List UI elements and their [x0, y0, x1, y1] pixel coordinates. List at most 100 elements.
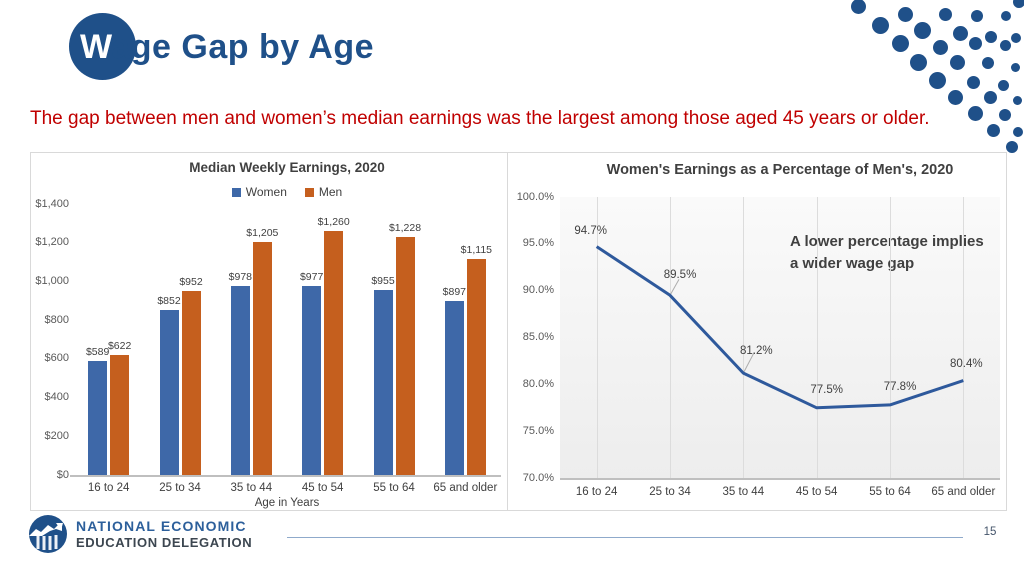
line-series — [595, 245, 964, 410]
y-tick-label: 70.0% — [522, 471, 554, 484]
y-tick-label: 80.0% — [522, 377, 554, 390]
data-point-label: 80.4% — [950, 357, 983, 370]
x-tick-label: 25 to 34 — [649, 486, 691, 498]
line-chart-panel: Women's Earnings as a Percentage of Men'… — [508, 153, 1006, 510]
y-tick-label: 85.0% — [522, 331, 554, 343]
bar-value-label: $589 — [85, 345, 110, 358]
decorative-dot — [949, 54, 965, 70]
decorative-dot — [938, 7, 952, 21]
gridline — [816, 197, 818, 478]
data-point-label: 94.7% — [574, 224, 607, 237]
data-point-label: 77.5% — [810, 383, 843, 396]
organization-logo — [29, 515, 67, 553]
decorative-dot — [952, 25, 968, 41]
bar-value-label: $952 — [179, 275, 203, 288]
decorative-dot — [850, 0, 866, 14]
decorative-dot — [913, 21, 931, 39]
legend-label: Women — [245, 185, 287, 199]
title-accent-circle — [69, 13, 136, 80]
bar-value-label: $977 — [299, 270, 324, 283]
label-leader-line — [669, 279, 680, 296]
charts-container: Median Weekly Earnings, 2020 Women Men Ag… — [30, 152, 1007, 511]
x-tick-label: 65 and older — [931, 486, 996, 498]
x-tick-label: 16 to 24 — [575, 486, 618, 498]
bar-women — [444, 301, 464, 475]
legend-item: Women — [231, 185, 287, 199]
x-tick-label: 45 to 54 — [795, 486, 838, 498]
bar-men — [324, 231, 344, 475]
y-tick-label: $0 — [56, 468, 69, 481]
organization-name-line1: NATIONAL ECONOMIC — [76, 518, 247, 534]
bar-men — [181, 290, 201, 475]
decorative-dot — [986, 123, 1000, 137]
legend-swatch — [231, 187, 241, 197]
organization-name: NATIONAL ECONOMIC EDUCATION DELEGATION — [76, 518, 252, 550]
bar-chart-x-axis-title: Age in Years — [254, 497, 320, 509]
page-title: Wage Gap by Age — [80, 28, 374, 67]
bar-women — [230, 285, 250, 475]
gridline — [890, 197, 891, 478]
line-chart-title: Women's Earnings as a Percentage of Men'… — [606, 162, 954, 178]
decorative-dot — [968, 36, 982, 50]
line-chart-plot-area — [560, 197, 1000, 478]
data-point-label: 81.2% — [740, 345, 773, 358]
legend-swatch — [304, 187, 314, 197]
data-point-label: 77.8% — [883, 380, 917, 393]
bar-value-label: $897 — [442, 286, 466, 299]
decorative-dot — [947, 89, 963, 105]
footer-divider-line — [287, 537, 963, 538]
decorative-dot — [897, 6, 913, 22]
decorative-dot — [999, 109, 1011, 121]
decorative-dot — [1006, 141, 1018, 153]
x-tick-label: 55 to 64 — [373, 482, 415, 494]
gridline — [743, 197, 745, 478]
decorative-dot — [1013, 0, 1024, 8]
bar-women — [88, 360, 108, 475]
bar-value-label: $1,260 — [317, 216, 350, 229]
title-first-letter: W — [80, 28, 112, 66]
bar-men — [466, 259, 486, 475]
decorative-dot — [932, 39, 948, 55]
x-tick-label: 45 to 54 — [301, 482, 344, 494]
decorative-dot — [997, 79, 1009, 91]
x-tick-label: 55 to 64 — [869, 486, 911, 498]
x-axis-line — [70, 475, 501, 477]
decorative-dot — [1001, 11, 1011, 21]
bar-value-label: $1,205 — [246, 226, 279, 239]
y-tick-label: $200 — [44, 429, 69, 442]
legend-label: Men — [318, 185, 343, 199]
gridline — [670, 197, 671, 478]
y-tick-label: 75.0% — [522, 424, 554, 437]
earnings-percentage-line — [595, 245, 964, 410]
y-tick-label: $400 — [44, 391, 69, 404]
line-chart-annotation: A lower percentage implies a wider wage … — [790, 233, 984, 272]
decorative-dot — [971, 10, 983, 22]
bar-value-label: $622 — [107, 339, 132, 352]
y-tick-label: $1,400 — [35, 197, 69, 210]
title-rest: age Gap by Age — [111, 28, 375, 66]
x-axis-line — [560, 478, 1000, 480]
decorative-dot — [891, 34, 909, 52]
decorative-dot — [1013, 127, 1023, 137]
x-tick-label: 25 to 34 — [159, 482, 201, 494]
bar-value-label: $852 — [157, 295, 181, 308]
decorative-dot — [982, 57, 994, 69]
bar-men — [395, 237, 415, 475]
decorative-dot — [985, 31, 997, 43]
bar-men — [252, 241, 272, 475]
y-tick-label: $1,000 — [35, 274, 69, 287]
decorative-dot — [1010, 62, 1020, 72]
decorative-dot — [928, 71, 946, 89]
organization-name-line2: EDUCATION DELEGATION — [76, 534, 253, 550]
bar-women — [373, 290, 393, 475]
x-tick-label: 35 to 44 — [230, 482, 273, 494]
bar-value-label: $955 — [371, 275, 395, 288]
x-tick-label: 65 and older — [433, 482, 498, 494]
bar-chart-panel: Median Weekly Earnings, 2020 Women Men Ag… — [31, 153, 508, 510]
gridline — [963, 197, 965, 478]
page-number: 15 — [983, 526, 997, 538]
x-tick-label: 35 to 44 — [722, 486, 765, 498]
bar-men — [110, 354, 130, 475]
bar-value-label: $978 — [228, 270, 252, 283]
